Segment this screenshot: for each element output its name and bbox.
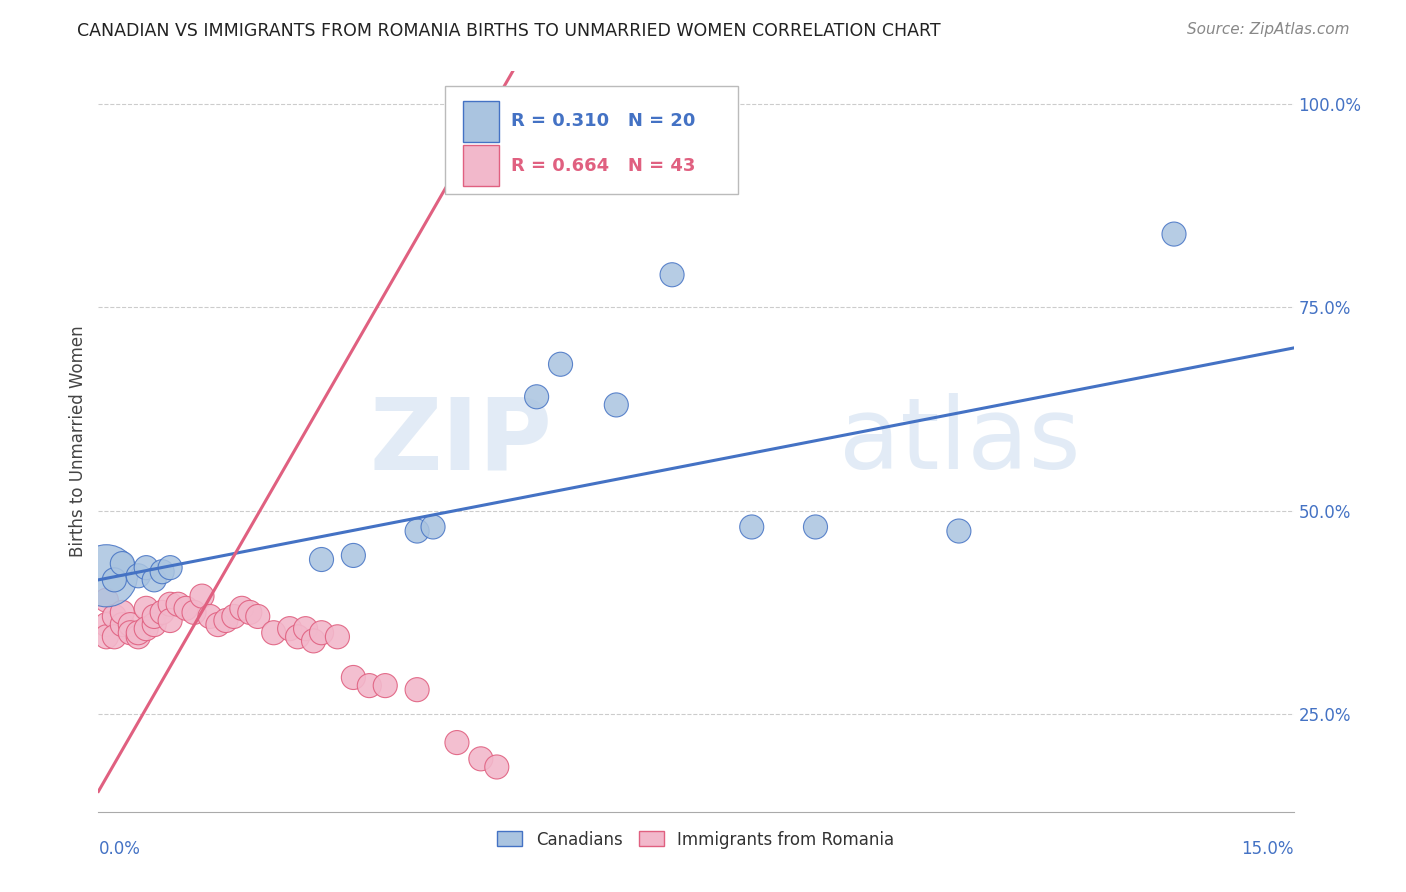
Point bbox=[948, 524, 970, 538]
Point bbox=[374, 679, 396, 693]
Y-axis label: Births to Unmarried Women: Births to Unmarried Women bbox=[69, 326, 87, 558]
Text: R = 0.310   N = 20: R = 0.310 N = 20 bbox=[510, 112, 695, 130]
Point bbox=[127, 625, 149, 640]
Point bbox=[96, 568, 118, 582]
Point bbox=[143, 609, 166, 624]
Point bbox=[167, 597, 190, 611]
Point bbox=[111, 557, 134, 571]
Point bbox=[135, 560, 157, 574]
Point bbox=[127, 568, 149, 582]
Legend: Canadians, Immigrants from Romania: Canadians, Immigrants from Romania bbox=[491, 824, 901, 855]
Point bbox=[159, 614, 181, 628]
Point bbox=[406, 682, 429, 697]
Point bbox=[422, 520, 444, 534]
Point bbox=[96, 593, 118, 607]
Point bbox=[1163, 227, 1185, 241]
Point bbox=[207, 617, 229, 632]
Point bbox=[191, 589, 214, 603]
Point bbox=[120, 617, 142, 632]
Point bbox=[446, 735, 468, 749]
Point bbox=[198, 609, 221, 624]
Point bbox=[550, 357, 572, 371]
Point bbox=[143, 573, 166, 587]
Point bbox=[150, 565, 173, 579]
Point bbox=[263, 625, 285, 640]
Point bbox=[143, 617, 166, 632]
Point bbox=[96, 617, 118, 632]
Point bbox=[359, 679, 381, 693]
Point bbox=[246, 609, 269, 624]
Point bbox=[111, 606, 134, 620]
Text: R = 0.664   N = 43: R = 0.664 N = 43 bbox=[510, 157, 695, 175]
FancyBboxPatch shape bbox=[463, 101, 499, 142]
Point bbox=[215, 614, 238, 628]
Point bbox=[311, 552, 333, 566]
Point bbox=[183, 606, 205, 620]
Point bbox=[470, 752, 492, 766]
Point bbox=[239, 606, 262, 620]
Text: ZIP: ZIP bbox=[370, 393, 553, 490]
Text: atlas: atlas bbox=[839, 393, 1081, 490]
Point bbox=[231, 601, 253, 615]
Point bbox=[342, 671, 364, 685]
Point bbox=[96, 630, 118, 644]
Point bbox=[302, 633, 325, 648]
Point bbox=[150, 606, 173, 620]
Point bbox=[342, 549, 364, 563]
Text: Source: ZipAtlas.com: Source: ZipAtlas.com bbox=[1187, 22, 1350, 37]
Point bbox=[406, 524, 429, 538]
Point bbox=[135, 601, 157, 615]
Point bbox=[804, 520, 827, 534]
Text: 0.0%: 0.0% bbox=[98, 840, 141, 858]
Point bbox=[111, 617, 134, 632]
Point bbox=[741, 520, 763, 534]
Point bbox=[103, 630, 125, 644]
Point bbox=[159, 597, 181, 611]
Point bbox=[311, 625, 333, 640]
Point bbox=[127, 630, 149, 644]
Point bbox=[278, 622, 301, 636]
Point bbox=[661, 268, 683, 282]
Text: 15.0%: 15.0% bbox=[1241, 840, 1294, 858]
FancyBboxPatch shape bbox=[446, 87, 738, 194]
Point bbox=[485, 760, 508, 774]
Point bbox=[287, 630, 309, 644]
Point bbox=[103, 573, 125, 587]
Point bbox=[103, 609, 125, 624]
Point bbox=[120, 625, 142, 640]
Point bbox=[326, 630, 349, 644]
Point bbox=[174, 601, 197, 615]
Point bbox=[135, 622, 157, 636]
Point bbox=[526, 390, 548, 404]
Point bbox=[605, 398, 627, 412]
Text: CANADIAN VS IMMIGRANTS FROM ROMANIA BIRTHS TO UNMARRIED WOMEN CORRELATION CHART: CANADIAN VS IMMIGRANTS FROM ROMANIA BIRT… bbox=[77, 22, 941, 40]
FancyBboxPatch shape bbox=[463, 145, 499, 186]
Point bbox=[222, 609, 245, 624]
Point bbox=[159, 560, 181, 574]
Point bbox=[294, 622, 316, 636]
